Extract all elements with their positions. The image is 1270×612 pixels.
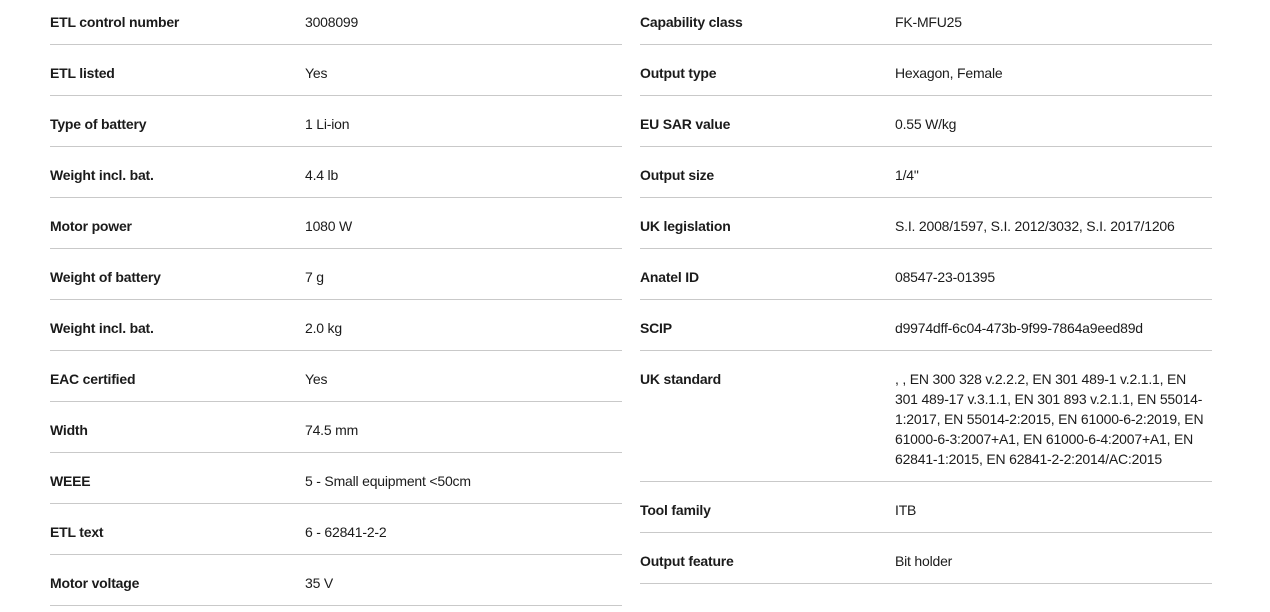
spec-row: Weight of battery 7 g — [50, 255, 622, 300]
spec-label: Motor power — [50, 218, 132, 234]
spec-label: Weight incl. bat. — [50, 320, 154, 336]
spec-row: Type of battery 1 Li-ion — [50, 102, 622, 147]
spec-value: 3008099 — [305, 14, 359, 30]
spec-label: Output feature — [640, 553, 734, 569]
spec-label: EAC certified — [50, 371, 136, 387]
spec-value: 08547-23-01395 — [895, 269, 995, 285]
spec-row: WEEE 5 - Small equipment <50cm — [50, 459, 622, 504]
spec-label: UK standard — [640, 371, 722, 387]
spec-value: Yes — [305, 371, 328, 387]
spec-row: UK standard , , EN 300 328 v.2.2.2, EN 30… — [640, 357, 1212, 482]
spec-value: FK-MFU25 — [895, 14, 962, 30]
spec-label: WEEE — [50, 473, 91, 489]
spec-label: Capability class — [640, 14, 743, 30]
spec-value: 6 - 62841-2-2 — [305, 524, 387, 540]
spec-row: UK legislation S.I. 2008/1597, S.I. 2012/… — [640, 204, 1212, 249]
spec-row: Width 74.5 mm — [50, 408, 622, 453]
spec-value: 7 g — [305, 269, 324, 285]
spec-row: EU SAR value 0.55 W/kg — [640, 102, 1212, 147]
spec-row: Output type Hexagon, Female — [640, 51, 1212, 96]
spec-label: Tool family — [640, 502, 711, 518]
spec-label: Weight of battery — [50, 269, 161, 285]
spec-label: SCIP — [640, 320, 672, 336]
spec-row: SCIP d9974dff-6c04-473b-9f99-7864a9eed89d — [640, 306, 1212, 351]
spec-label: Weight incl. bat. — [50, 167, 154, 183]
spec-label: Type of battery — [50, 116, 147, 132]
spec-label: Anatel ID — [640, 269, 699, 285]
spec-row: EAC certified Yes — [50, 357, 622, 402]
spec-row: ETL control number 3008099 — [50, 0, 622, 45]
spec-value: Yes — [305, 65, 328, 81]
spec-row: Tool family ITB — [640, 488, 1212, 533]
spec-value: 2.0 kg — [305, 320, 342, 336]
spec-row: Weight incl. bat. 2.0 kg — [50, 306, 622, 351]
spec-label: Output size — [640, 167, 715, 183]
spec-value: Hexagon, Female — [895, 65, 1003, 81]
spec-table-left: ETL control number 3008099 ETL listed Yes Ty… — [50, 0, 622, 612]
spec-row: Anatel ID 08547-23-01395 — [640, 255, 1212, 300]
spec-row: Weight incl. bat. 4.4 lb — [50, 153, 622, 198]
spec-label: ETL control number — [50, 14, 180, 30]
spec-value: 0.55 W/kg — [895, 116, 957, 132]
spec-label: ETL listed — [50, 65, 115, 81]
spec-table-right: Capability class FK-MFU25 Output type Hexag… — [640, 0, 1212, 590]
spec-label: Output type — [640, 65, 717, 81]
spec-value: 1080 W — [305, 218, 353, 234]
spec-row: ETL listed Yes — [50, 51, 622, 96]
spec-label: ETL text — [50, 524, 104, 540]
spec-row: Motor voltage 35 V — [50, 561, 622, 606]
spec-label: EU SAR value — [640, 116, 731, 132]
spec-value: Bit holder — [895, 553, 953, 569]
spec-value: d9974dff-6c04-473b-9f99-7864a9eed89d — [895, 320, 1143, 336]
spec-row: Output size 1/4" — [640, 153, 1212, 198]
spec-row: Motor power 1080 W — [50, 204, 622, 249]
spec-value: 74.5 mm — [305, 422, 359, 438]
spec-value: S.I. 2008/1597, S.I. 2012/3032, S.I. 201… — [895, 218, 1175, 234]
spec-value: 35 V — [305, 575, 333, 591]
spec-value: , , EN 300 328 v.2.2.2, EN 301 489-1 v.2… — [895, 371, 1204, 467]
spec-label: Width — [50, 422, 88, 438]
spec-value: ITB — [895, 502, 917, 518]
spec-label: Motor voltage — [50, 575, 140, 591]
spec-value: 1/4" — [895, 167, 919, 183]
spec-value: 4.4 lb — [305, 167, 339, 183]
spec-value: 5 - Small equipment <50cm — [305, 473, 471, 489]
spec-row: Output feature Bit holder — [640, 539, 1212, 584]
spec-row: ETL text 6 - 62841-2-2 — [50, 510, 622, 555]
spec-label: UK legislation — [640, 218, 731, 234]
spec-row: Capability class FK-MFU25 — [640, 0, 1212, 45]
spec-value: 1 Li-ion — [305, 116, 350, 132]
